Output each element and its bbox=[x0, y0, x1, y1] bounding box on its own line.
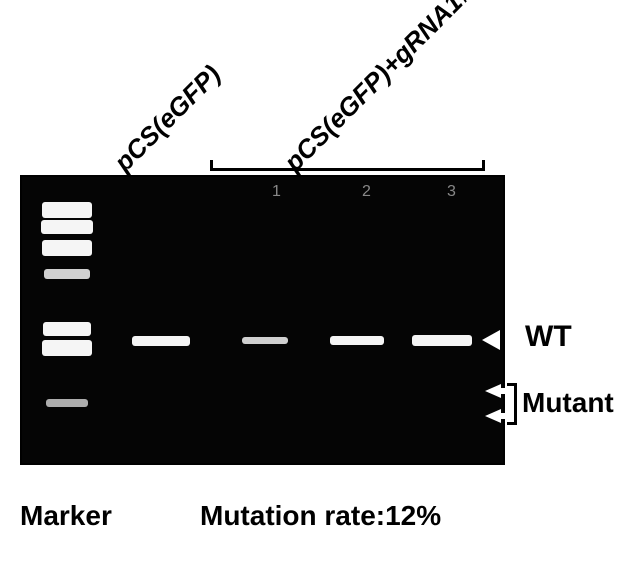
mutant-pointer-icon bbox=[485, 384, 501, 398]
lane-label-pcs-egfp-grna1: pCS(eGFP)+gRNA1# bbox=[278, 0, 479, 178]
marker-band bbox=[42, 240, 92, 256]
gel-image: 1 2 3 bbox=[20, 175, 505, 465]
lane-pcs-egfp bbox=[132, 177, 192, 463]
bracket-tick-right bbox=[482, 160, 485, 171]
wt-label: WT bbox=[525, 320, 572, 354]
lane-replicate-3 bbox=[412, 177, 472, 463]
marker-lane bbox=[37, 177, 97, 463]
mutant-pointer-icon bbox=[485, 409, 501, 423]
wt-band bbox=[132, 336, 190, 346]
mutant-bracket bbox=[507, 383, 517, 425]
bracket-horizontal bbox=[210, 168, 485, 171]
gel-figure: pCS(eGFP) pCS(eGFP)+gRNA1# 1 2 3 bbox=[0, 0, 629, 567]
lane-replicate-2 bbox=[327, 177, 387, 463]
mutant-label: Mutant bbox=[522, 387, 614, 419]
wt-band bbox=[412, 335, 472, 346]
wt-band bbox=[330, 336, 384, 345]
top-labels-region: pCS(eGFP) pCS(eGFP)+gRNA1# bbox=[0, 0, 629, 175]
bracket-tick-left bbox=[210, 160, 213, 171]
marker-band bbox=[46, 399, 88, 407]
marker-label: Marker bbox=[20, 500, 112, 532]
wt-pointer-icon bbox=[482, 330, 500, 350]
marker-band bbox=[42, 202, 92, 218]
marker-band bbox=[43, 322, 91, 336]
mutation-rate-label: Mutation rate:12% bbox=[200, 500, 441, 532]
wt-band bbox=[242, 337, 288, 344]
marker-band bbox=[44, 269, 90, 279]
lane-replicate-1 bbox=[237, 177, 297, 463]
marker-band bbox=[42, 340, 92, 356]
marker-band bbox=[41, 220, 93, 234]
